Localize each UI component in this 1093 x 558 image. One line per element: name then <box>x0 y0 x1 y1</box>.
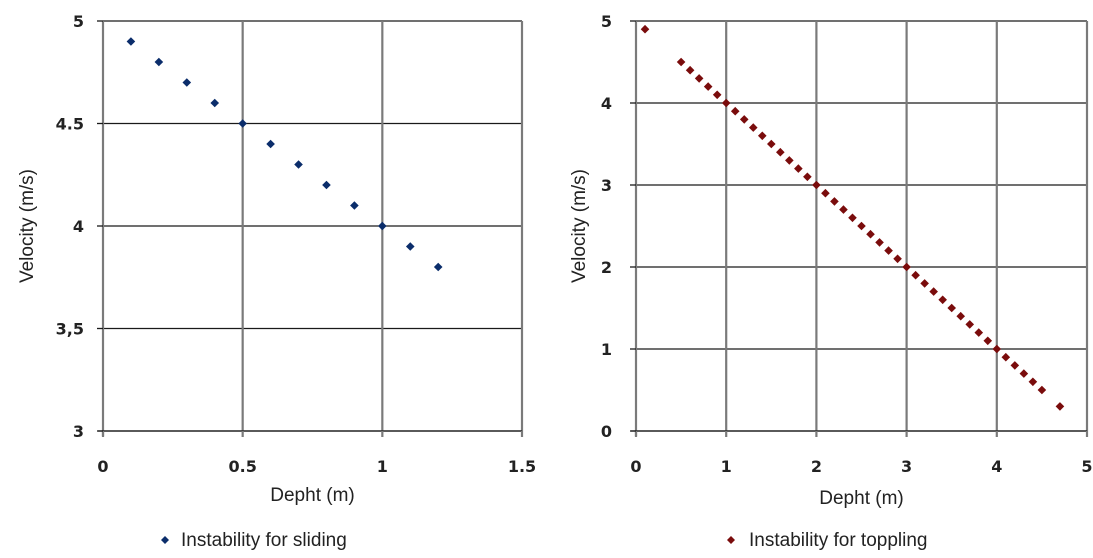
data-point <box>983 336 993 346</box>
y-tick-label: 3 <box>601 176 612 195</box>
data-point <box>767 139 776 149</box>
data-point <box>378 221 387 231</box>
x-tick-label: 2 <box>811 457 822 476</box>
y-axis-title: Velocity (m/s) <box>17 169 38 283</box>
data-point <box>947 303 956 313</box>
legend-marker <box>727 536 735 544</box>
data-point <box>857 221 866 231</box>
y-tick-label: 3,5 <box>56 320 84 339</box>
data-point <box>1037 385 1047 395</box>
data-point <box>1055 402 1065 411</box>
data-point <box>757 131 767 141</box>
data-point <box>965 320 975 329</box>
data-point <box>676 57 686 67</box>
data-point <box>238 119 247 128</box>
data-point <box>405 242 415 251</box>
data-point <box>640 24 650 34</box>
x-tick-label: 4 <box>991 457 1002 476</box>
y-tick-label: 4 <box>73 217 84 236</box>
data-point <box>322 180 331 190</box>
x-tick-label: 1 <box>377 457 388 476</box>
x-tick-label: 1.5 <box>508 457 536 476</box>
data-point <box>866 229 875 239</box>
data-point <box>350 201 359 210</box>
y-tick-label: 1 <box>601 340 612 359</box>
legend-label: Instability for toppling <box>749 530 928 551</box>
y-tick-label: 4.5 <box>56 115 84 134</box>
data-point <box>929 287 938 296</box>
data-point <box>1010 361 1020 370</box>
y-tick-label: 4 <box>601 94 612 113</box>
data-point <box>803 172 812 182</box>
data-point <box>721 98 731 108</box>
chart-toppling: 0 1 2 3 4 5 0 1 2 3 4 5 Depht (m) Velocity (m/s) Insta… <box>569 12 1093 551</box>
legend-label: Instability for sliding <box>181 530 347 551</box>
data-point <box>956 311 966 321</box>
data-point <box>712 90 722 100</box>
data-point <box>739 115 749 124</box>
data-point <box>748 123 758 132</box>
data-point <box>938 295 947 305</box>
data-point <box>126 37 136 46</box>
data-point <box>902 262 911 272</box>
x-tick-label: 1 <box>721 457 732 476</box>
data-point <box>821 188 830 198</box>
data-point <box>1001 352 1011 362</box>
data-point <box>812 180 821 190</box>
data-point <box>294 160 303 169</box>
data-point <box>893 254 902 264</box>
x-axis-title: Depht (m) <box>270 485 354 506</box>
x-tick-label: 3 <box>901 457 912 476</box>
y-tick-label: 2 <box>601 258 612 277</box>
data-point <box>992 344 1002 354</box>
y-tick-label: 5 <box>73 12 84 31</box>
data-point <box>433 262 443 272</box>
data-point <box>694 74 704 83</box>
data-point <box>884 246 893 255</box>
data-point <box>154 57 164 67</box>
y-axis-title: Velocity (m/s) <box>569 169 590 283</box>
data-point <box>785 156 794 165</box>
x-tick-label: 0 <box>630 457 641 476</box>
data-point <box>875 238 884 247</box>
data-point <box>848 213 857 223</box>
x-tick-label: 0 <box>97 457 108 476</box>
data-point <box>210 98 220 108</box>
data-point <box>730 106 740 116</box>
data-point <box>182 78 192 87</box>
x-tick-label: 5 <box>1081 457 1092 476</box>
data-point <box>776 147 785 157</box>
x-tick-label: 0.5 <box>228 457 256 476</box>
data-point <box>911 270 920 280</box>
data-point <box>920 279 929 288</box>
data-point <box>1019 369 1029 378</box>
data-point <box>703 82 713 91</box>
legend-marker <box>161 536 169 544</box>
y-tick-label: 5 <box>601 12 612 31</box>
data-point <box>685 65 695 75</box>
data-point <box>974 328 984 337</box>
y-tick-label: 3 <box>73 422 84 441</box>
x-axis-title: Depht (m) <box>819 488 903 509</box>
data-point <box>1028 377 1038 387</box>
data-point <box>839 205 848 214</box>
chart-sliding: 0 0.5 1 1.5 3 3,5 4 4.5 5 Depht (m) Velocity (m/s)… <box>17 12 536 551</box>
data-point <box>266 139 275 149</box>
y-tick-label: 0 <box>601 422 612 441</box>
data-point <box>794 164 803 173</box>
data-point <box>830 197 839 206</box>
